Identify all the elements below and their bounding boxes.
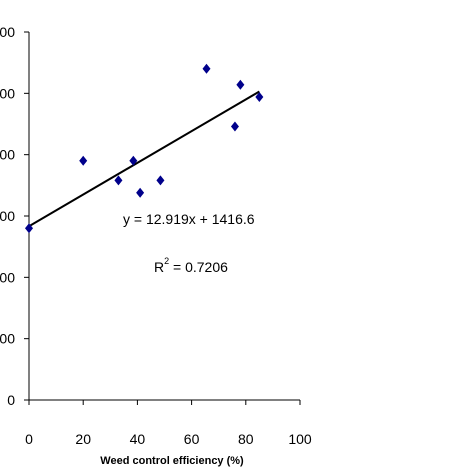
x-tick-label: 0: [25, 431, 33, 447]
equation-label: y = 12.919x + 1416.6: [123, 211, 255, 227]
x-axis-title: Weed control efficiency (%): [100, 455, 244, 467]
x-tick-label: 20: [75, 431, 91, 447]
data-point: [156, 175, 165, 186]
data-point: [236, 79, 245, 90]
trendline-group: [28, 90, 260, 228]
y-tick-label: 000: [0, 147, 15, 163]
data-point: [114, 175, 123, 186]
y-axis-ticks: 0000000000000000000: [0, 24, 29, 408]
data-point: [136, 187, 145, 198]
data-point: [79, 155, 88, 166]
y-tick-label: 0: [7, 392, 15, 408]
y-tick-label: 000: [0, 85, 15, 101]
trendline: [28, 90, 260, 228]
y-tick-label: 000: [0, 24, 15, 40]
r-squared-superscript: 2: [164, 256, 169, 266]
y-tick-label: 000: [0, 208, 15, 224]
x-tick-label: 100: [288, 431, 312, 447]
r-squared-value: = 0.7206: [169, 259, 228, 275]
data-point: [255, 92, 264, 103]
x-tick-label: 80: [238, 431, 254, 447]
y-tick-label: 000: [0, 269, 15, 285]
data-point: [129, 155, 138, 166]
data-points: [25, 63, 264, 234]
r-squared-label: R2 = 0.7206: [154, 256, 228, 275]
x-tick-label: 40: [130, 431, 146, 447]
data-point: [202, 63, 211, 74]
y-tick-label: 000: [0, 331, 15, 347]
x-axis-ticks: 0 20 40 60 80 100: [25, 400, 312, 447]
data-point: [25, 223, 33, 234]
r-squared-symbol: R: [154, 259, 164, 275]
data-point: [230, 121, 239, 132]
x-tick-label: 60: [184, 431, 200, 447]
